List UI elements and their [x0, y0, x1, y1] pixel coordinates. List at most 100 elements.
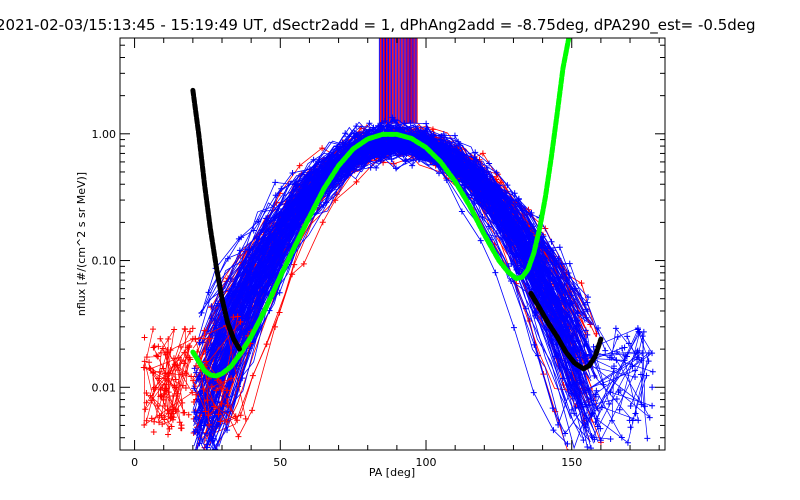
- y-tick-label: 1.00: [92, 128, 117, 141]
- noise-line: [162, 348, 177, 380]
- trace-point: [209, 437, 216, 444]
- trace-point: [353, 178, 360, 185]
- trace-point: [224, 255, 231, 262]
- trace-point: [191, 365, 198, 372]
- noise-line: [579, 364, 592, 416]
- trace-point: [479, 150, 486, 157]
- trace-point: [485, 223, 492, 230]
- trace-point: [226, 287, 233, 294]
- trace-point: [394, 146, 401, 153]
- trace-point: [377, 154, 384, 161]
- noise-line: [192, 380, 206, 412]
- trace-point: [382, 117, 389, 124]
- trace-point: [464, 170, 471, 177]
- noise-point: [204, 397, 211, 404]
- trace-point: [264, 251, 271, 258]
- trace-point: [281, 211, 288, 218]
- noise-line: [163, 378, 175, 387]
- trace-point: [449, 155, 456, 162]
- noise-point: [187, 328, 194, 335]
- trace-point: [208, 303, 215, 310]
- trace-point: [260, 267, 267, 274]
- noise-line: [632, 352, 650, 367]
- trace-point: [224, 427, 231, 434]
- noise-line: [211, 377, 232, 388]
- trace-point: [272, 179, 279, 186]
- noise-line: [153, 328, 186, 422]
- noise-line: [609, 357, 653, 373]
- trace-point: [459, 178, 466, 185]
- noise-line: [601, 406, 639, 421]
- noise-point: [142, 406, 149, 413]
- noise-point: [646, 414, 653, 421]
- trace-line: [214, 141, 587, 349]
- trace-point: [498, 225, 505, 232]
- trace-point: [471, 200, 478, 207]
- noise-point: [635, 417, 642, 424]
- noise-point: [181, 409, 188, 416]
- trace-point: [278, 185, 285, 192]
- noise-point: [627, 424, 634, 431]
- trace-point: [517, 262, 524, 269]
- noise-point: [632, 410, 639, 417]
- trace-point: [392, 122, 399, 129]
- noise-line: [185, 345, 190, 388]
- trace-point: [370, 124, 377, 131]
- noise-point: [230, 314, 237, 321]
- noise-point: [634, 356, 641, 363]
- noise-line: [621, 348, 639, 421]
- trace-line: [205, 147, 585, 448]
- noise-line: [149, 367, 184, 386]
- trace-point: [222, 362, 229, 369]
- noise-line: [220, 415, 236, 422]
- trace-point: [366, 120, 373, 127]
- trace-point: [195, 398, 202, 405]
- trace-point: [367, 126, 374, 133]
- noise-point: [193, 391, 200, 398]
- noise-line: [573, 357, 588, 366]
- noise-line: [195, 325, 227, 340]
- trace-point: [371, 148, 378, 155]
- trace-point: [570, 378, 577, 385]
- trace-point: [471, 154, 478, 161]
- trace-point: [193, 369, 200, 376]
- trace-point: [530, 389, 537, 396]
- trace-point: [575, 322, 582, 329]
- trace-point: [510, 324, 517, 331]
- trace-point: [584, 443, 591, 450]
- noise-point: [568, 406, 575, 413]
- trace-point: [235, 433, 242, 440]
- noise-point: [643, 372, 650, 379]
- trace-point: [423, 124, 430, 131]
- noise-point: [626, 417, 633, 424]
- noise-line: [144, 361, 160, 423]
- noise-line: [225, 325, 247, 419]
- trace-point: [479, 213, 486, 220]
- trace-point: [209, 423, 216, 430]
- trace-line: [195, 128, 579, 433]
- noise-line: [596, 390, 623, 438]
- trace-point: [585, 294, 592, 301]
- trace-point: [196, 440, 203, 447]
- noise-point: [618, 434, 625, 441]
- noise-point: [154, 375, 161, 382]
- trace-point: [583, 415, 590, 422]
- trace-point: [393, 165, 400, 172]
- noise-point: [147, 365, 154, 372]
- noise-point: [594, 405, 601, 412]
- trace-point: [566, 260, 573, 267]
- trace-point: [497, 179, 504, 186]
- noise-point: [591, 436, 598, 443]
- noise-line: [168, 364, 176, 393]
- noise-line: [218, 316, 239, 415]
- trace-point: [566, 274, 573, 281]
- noise-line: [145, 365, 178, 410]
- trace-point: [249, 407, 256, 414]
- noise-line: [642, 336, 646, 407]
- trace-point: [532, 312, 539, 319]
- trace-point: [548, 238, 555, 245]
- trace-point: [245, 309, 252, 316]
- noise-point: [189, 325, 196, 332]
- trace-point: [319, 145, 326, 152]
- trace-point: [407, 119, 414, 126]
